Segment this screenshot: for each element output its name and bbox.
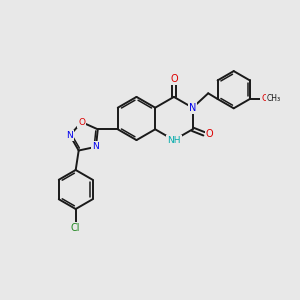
Text: N: N (189, 103, 196, 113)
Text: Cl: Cl (71, 223, 80, 232)
Text: O: O (206, 129, 213, 139)
Text: N: N (93, 142, 99, 151)
Text: NH: NH (167, 136, 181, 145)
Text: O: O (261, 94, 268, 103)
Text: N: N (67, 131, 73, 140)
Text: O: O (78, 118, 85, 127)
Text: CH₃: CH₃ (267, 94, 281, 103)
Text: O: O (170, 74, 178, 84)
